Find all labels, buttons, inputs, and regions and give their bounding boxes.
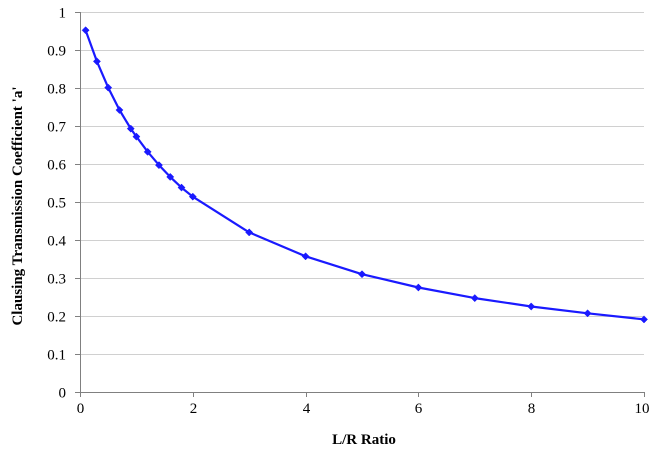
series-group [81, 26, 648, 324]
data-point [92, 57, 101, 66]
x-tick-label: 4 [303, 401, 311, 417]
axes [75, 12, 645, 397]
x-tick-label: 2 [190, 401, 198, 417]
data-point [166, 172, 175, 181]
y-tick-label: 0.2 [47, 310, 66, 326]
data-point [301, 252, 310, 261]
data-point [470, 294, 479, 303]
x-tick-labels: 0 2 4 6 8 10 [77, 401, 650, 417]
y-tick-label: 0.5 [47, 196, 66, 212]
data-point [414, 283, 423, 292]
data-point [527, 302, 536, 311]
data-point [155, 161, 163, 170]
data-point [177, 183, 186, 192]
x-tick-label: 0 [77, 401, 85, 417]
y-tick-label: 0.4 [47, 234, 66, 250]
y-tick-label: 0.6 [47, 158, 66, 174]
data-point [115, 106, 124, 114]
y-tick-label: 0.3 [47, 272, 66, 288]
y-tick-label: 0.1 [47, 348, 66, 364]
data-point [104, 83, 113, 92]
x-tick-label: 8 [528, 401, 536, 417]
x-tick-label: 6 [415, 401, 423, 417]
data-point [132, 132, 141, 141]
x-axis-title: L/R Ratio [332, 432, 396, 448]
y-tick-label: 0.7 [47, 120, 66, 136]
y-tick-label: 0 [59, 386, 67, 402]
data-point [583, 309, 592, 318]
y-tick-labels: 0 0.1 0.2 0.3 0.4 0.5 0.6 0.7 0.8 0.9 1 [47, 6, 66, 402]
data-point [640, 315, 648, 324]
x-tick-label: 10 [635, 401, 650, 417]
y-tick-label: 0.9 [47, 44, 66, 60]
data-point [188, 192, 197, 201]
y-tick-label: 0.8 [47, 82, 66, 98]
data-point [126, 124, 135, 133]
data-point [245, 228, 254, 237]
gridlines [80, 12, 644, 355]
data-point [143, 147, 152, 156]
data-point [81, 26, 90, 35]
y-tick-label: 1 [59, 6, 67, 22]
y-axis-title: Clausing Transmission Coefficient 'a' [10, 86, 26, 325]
data-point [358, 270, 366, 279]
